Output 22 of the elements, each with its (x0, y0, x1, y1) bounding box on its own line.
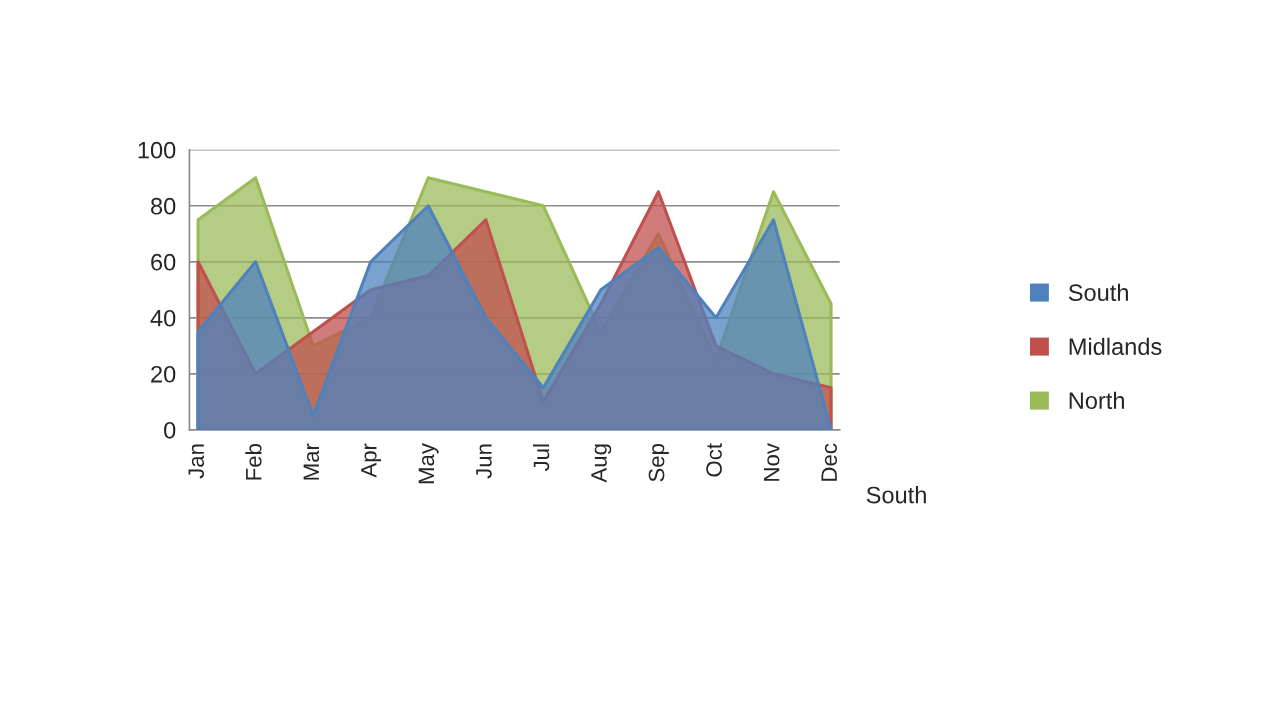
x-tick-label: May (418, 443, 439, 484)
x-tick-label: Mar (303, 443, 320, 480)
x-tick-label: Dec (821, 443, 838, 481)
y-tick-label: 100 (138, 141, 176, 159)
text: South (866, 486, 926, 504)
x-tick-label: Apr (361, 443, 382, 478)
y-tick-label: 40 (150, 309, 176, 327)
x-tick-label: Feb (245, 443, 262, 480)
legend-label: South (1068, 283, 1128, 302)
legend-label: Midlands (1069, 337, 1162, 356)
x-tick-label: Oct (706, 443, 722, 477)
legend-label: North (1069, 391, 1124, 410)
y-tick-label: 60 (151, 253, 176, 271)
x-tick-label: Jan (188, 444, 205, 479)
x-tick-label: Nov (763, 443, 780, 481)
x-tick-label: Jul (532, 444, 550, 472)
y-tick-label: 0 (164, 421, 176, 439)
x-tick-label: Sep (648, 443, 669, 482)
y-tick-label: 80 (151, 197, 176, 215)
x-tick-label: Jun (476, 444, 492, 479)
y-tick-label: 20 (151, 365, 176, 383)
x-tick-label: Aug (591, 444, 612, 483)
